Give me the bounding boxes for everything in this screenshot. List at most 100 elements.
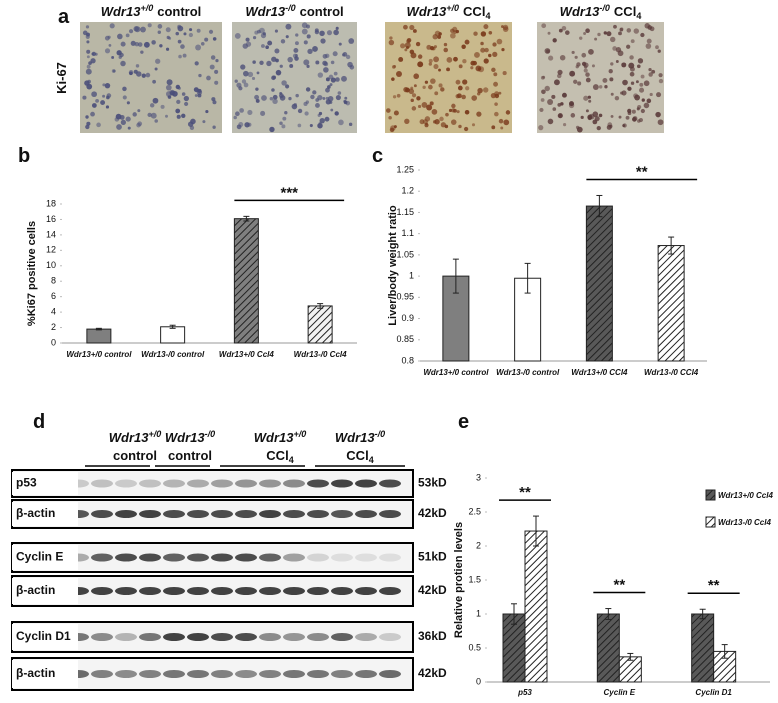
nucleus <box>646 38 652 44</box>
nucleus <box>610 62 614 66</box>
nucleus <box>603 31 607 35</box>
nucleus <box>434 91 439 96</box>
nucleus <box>544 85 550 92</box>
group-header: Wdr13-/0 CCl4 <box>560 3 642 21</box>
nucleus <box>633 93 639 99</box>
nucleus <box>596 125 601 131</box>
nucleus <box>643 102 650 109</box>
nucleus <box>547 118 554 125</box>
nucleus <box>137 109 141 113</box>
nucleus <box>188 32 193 38</box>
condition: control <box>300 4 344 19</box>
nucleus <box>96 122 101 128</box>
error-bar <box>627 652 634 661</box>
y-tick-label: 1.15 <box>396 207 414 217</box>
nucleus <box>492 51 498 58</box>
error-bar <box>605 608 612 620</box>
nucleus <box>181 92 186 96</box>
nucleus <box>464 126 469 132</box>
nucleus <box>86 55 90 59</box>
nucleus <box>627 86 632 91</box>
nucleus <box>388 115 392 120</box>
nucleus <box>618 31 622 36</box>
nucleus <box>140 26 146 33</box>
band <box>139 510 161 518</box>
nucleus <box>633 28 640 34</box>
nucleus <box>587 115 592 121</box>
nucleus <box>480 41 484 46</box>
nucleus <box>252 36 257 40</box>
band <box>379 587 401 595</box>
nucleus <box>269 96 274 101</box>
nucleus <box>583 68 588 73</box>
nucleus <box>456 93 462 99</box>
nucleus <box>433 45 438 49</box>
nucleus <box>104 82 111 89</box>
nucleus <box>548 55 554 61</box>
nucleus <box>259 27 265 34</box>
nucleus <box>281 124 286 129</box>
nucleus <box>307 48 313 55</box>
panel-label: b <box>18 145 30 167</box>
nucleus <box>197 93 202 98</box>
nucleus <box>604 85 608 89</box>
nucleus <box>594 116 600 122</box>
band <box>355 510 377 518</box>
nucleus <box>204 37 209 42</box>
nucleus <box>141 73 146 78</box>
nucleus <box>462 79 468 85</box>
nucleus <box>88 61 92 65</box>
nucleus <box>332 51 338 57</box>
nucleus <box>215 58 219 63</box>
nucleus <box>279 64 283 68</box>
nucleus <box>149 103 155 108</box>
nucleus <box>602 77 608 83</box>
band <box>259 670 281 678</box>
nucleus <box>425 122 429 126</box>
nucleus <box>251 76 256 81</box>
nucleus <box>241 79 247 84</box>
nucleus <box>255 87 259 91</box>
nucleus <box>559 54 566 61</box>
nucleus <box>409 24 415 31</box>
x-tick-label: Wdr13+/0 Ccl4 <box>219 350 274 359</box>
nucleus <box>116 50 122 56</box>
nucleus <box>333 29 339 36</box>
y-tick-label: 10 <box>46 260 56 270</box>
condition: CCl <box>346 448 368 463</box>
nucleus <box>322 97 326 100</box>
nucleus <box>344 96 348 100</box>
nucleus <box>214 69 219 74</box>
nucleus <box>279 93 284 99</box>
band <box>163 553 185 562</box>
y-tick-label: 0 <box>51 337 56 347</box>
nucleus <box>651 69 656 74</box>
nucleus <box>451 103 456 109</box>
nucleus <box>315 60 320 65</box>
nucleus <box>410 98 414 103</box>
band <box>307 510 329 518</box>
significance: ** <box>613 577 625 594</box>
nucleus <box>335 26 339 30</box>
band <box>283 479 305 488</box>
band <box>331 633 353 641</box>
nucleus <box>581 61 587 67</box>
y-tick-label: 1.2 <box>401 186 414 196</box>
y-tick-label: 1.5 <box>468 574 481 584</box>
nucleus <box>573 79 578 84</box>
nucleus <box>617 50 624 57</box>
nucleus <box>272 75 277 80</box>
nucleus <box>455 79 461 85</box>
nucleus <box>637 104 642 110</box>
nucleus <box>648 72 653 77</box>
group-header: Wdr13-/0 <box>335 429 385 445</box>
nucleus <box>154 119 158 123</box>
nucleus <box>426 104 433 111</box>
nucleus <box>314 28 319 33</box>
band <box>307 633 329 641</box>
nucleus <box>91 51 97 57</box>
nucleus <box>304 111 309 116</box>
nucleus <box>552 38 557 43</box>
nucleus <box>480 47 486 53</box>
nucleus <box>102 94 106 98</box>
